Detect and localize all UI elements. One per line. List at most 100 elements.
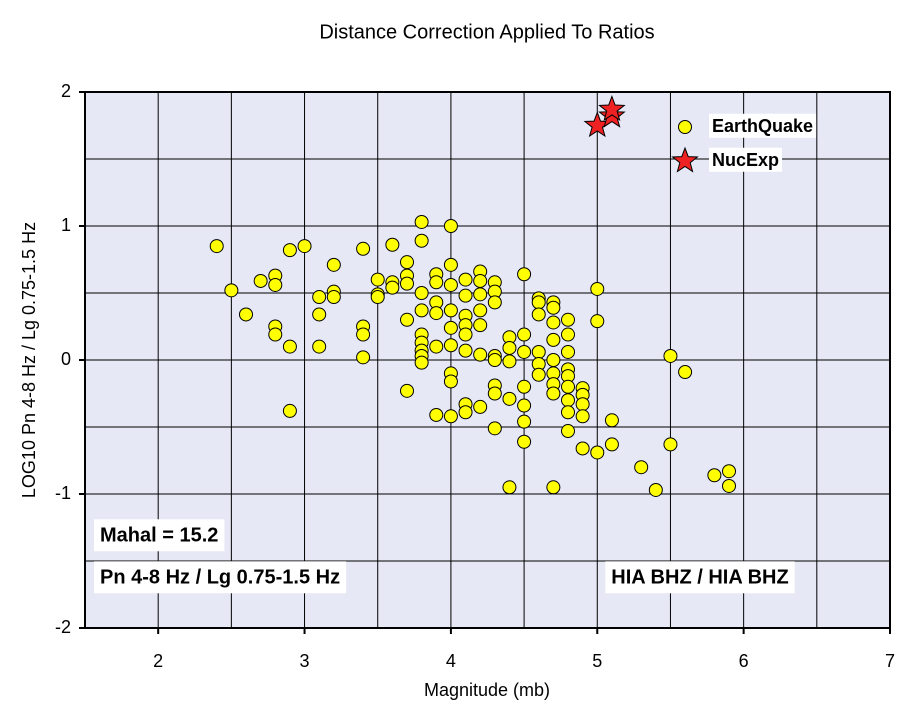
point [385,280,400,295]
point [546,300,561,315]
point [282,403,297,418]
point [487,295,502,310]
point [443,219,458,233]
point [458,288,473,303]
point [575,409,590,424]
point [473,318,488,333]
point [473,347,488,362]
legend-bg [709,113,817,138]
x-axis-label: Magnitude (mb) [424,680,550,700]
x-tick-label: 5 [592,651,602,671]
point [473,399,488,414]
point [561,344,575,359]
point [458,272,473,287]
point [575,397,590,412]
point [517,327,532,342]
point [531,344,546,359]
point [443,409,458,424]
point [268,327,283,342]
point [268,277,283,292]
point [546,353,561,367]
point [590,314,605,329]
point [356,350,371,365]
point [575,441,590,456]
point [370,290,385,305]
point [356,327,371,342]
point [458,343,473,358]
point [282,339,297,354]
x-tick-label: 4 [446,651,456,671]
point [663,348,678,363]
y-tick-label: 0 [61,349,71,369]
point [473,273,488,288]
point [517,434,532,449]
point [546,480,561,495]
point [561,393,575,408]
point [722,478,736,493]
point [429,306,444,321]
point [487,421,502,436]
point [443,320,458,335]
legend-marker [678,120,692,134]
point [502,480,517,495]
point [224,283,239,298]
point [312,339,327,354]
point [517,414,532,429]
point [414,286,429,300]
point [517,344,532,359]
annotation-bg [605,561,795,594]
point [282,243,297,258]
point [209,239,224,254]
point [443,338,458,353]
point [722,464,736,479]
point [678,365,693,380]
point [561,424,575,439]
point [663,437,678,452]
point [546,315,561,330]
point [561,405,575,420]
x-tick-label: 3 [300,651,310,671]
point [707,468,722,483]
point [546,386,561,401]
point [443,257,458,272]
point [443,303,458,318]
point [458,405,473,420]
y-tick-label: 1 [61,215,71,235]
annotation-bg [94,519,225,552]
point [502,391,517,406]
point [414,355,429,370]
legend-marker [671,146,699,173]
point [517,379,532,394]
point [385,237,400,252]
legend-label: NucExp [712,150,779,170]
point [326,290,341,305]
point [473,303,488,318]
point [473,287,488,302]
point [326,257,341,272]
point [604,413,619,428]
point [312,290,327,305]
x-tick-label: 6 [739,651,749,671]
legend-label: EarthQuake [712,116,813,136]
point [561,379,575,394]
point [297,239,312,254]
point [239,307,253,322]
point [414,303,429,318]
point [502,354,517,369]
point [429,339,444,354]
legend-bg [709,147,783,172]
point [590,281,605,296]
point [487,353,502,367]
annotation: Pn 4-8 Hz / Lg 0.75-1.5 Hz [100,566,340,588]
point [458,327,473,342]
star-marker [598,94,626,122]
point [502,340,517,355]
point [253,273,268,288]
y-axis-label: LOG10 Pn 4-8 Hz / Lg 0.75-1.5 Hz [19,222,39,498]
point [400,255,414,270]
point [414,214,429,229]
y-tick-label: 2 [61,81,71,101]
point [561,327,575,342]
point [546,332,561,347]
